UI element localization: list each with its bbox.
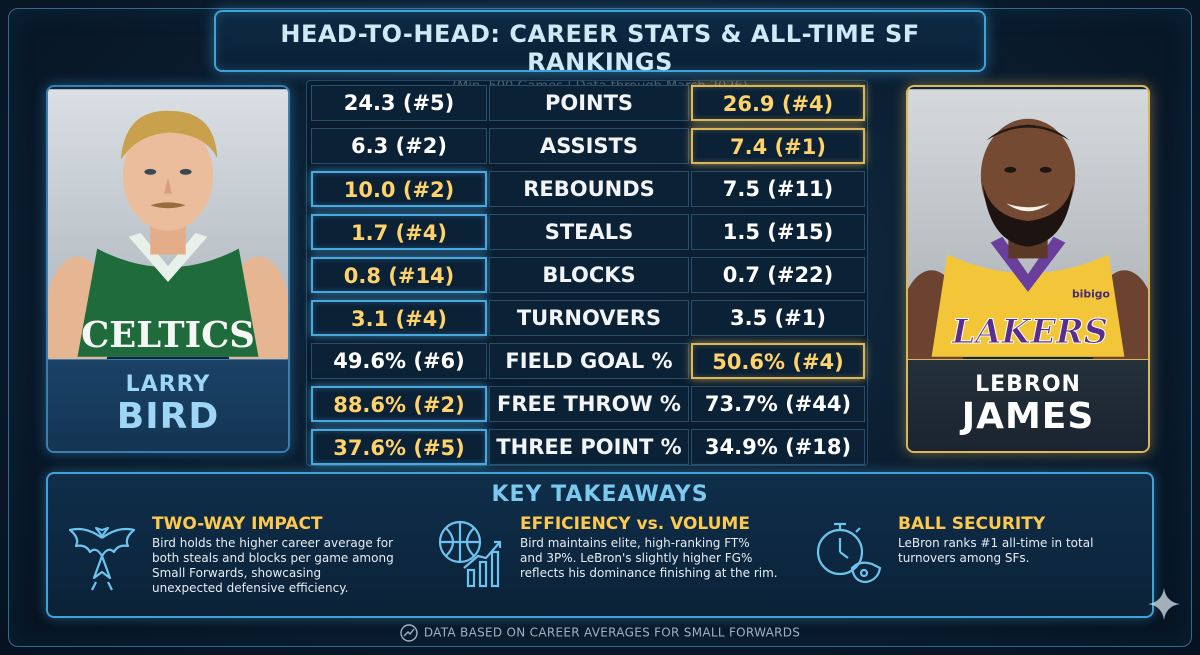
stat-bird-value: 10.0 (#2) — [311, 171, 487, 207]
player-first-name: LARRY — [125, 372, 211, 397]
takeaway-ball-security: BALL SECURITY LeBron ranks #1 all-time i… — [812, 514, 1142, 614]
takeaways-title: KEY TAKEAWAYS — [491, 482, 709, 507]
takeaway-body: Bird holds the higher career average for… — [152, 536, 394, 596]
stat-row: 88.6% (#2) FREE THROW % 73.7% (#44) — [307, 386, 869, 422]
player-card-lebron: LAKERS bibigo LEBRON JAMES — [906, 85, 1150, 453]
player-last-name: BIRD — [116, 396, 220, 437]
takeaway-line: turnovers among SFs. — [898, 551, 1030, 565]
stat-bird-value: 1.7 (#4) — [311, 214, 487, 250]
sparkle-icon — [1148, 588, 1180, 620]
footer-text: DATA BASED ON CAREER AVERAGES FOR SMALL … — [423, 625, 801, 640]
takeaway-body: LeBron ranks #1 all-time in total turnov… — [898, 536, 1093, 566]
takeaway-line: Bird maintains elite, high-ranking FT% — [520, 536, 750, 550]
stat-bird-value: 3.1 (#4) — [311, 300, 487, 336]
stat-row: 6.3 (#2) ASSISTS 7.4 (#1) — [307, 128, 869, 164]
stat-row: 24.3 (#5) POINTS 26.9 (#4) — [307, 85, 869, 121]
takeaway-body: Bird maintains elite, high-ranking FT% a… — [520, 536, 778, 581]
takeaway-line: unexpected defensive efficiency. — [152, 581, 349, 595]
stat-label: ASSISTS — [489, 128, 689, 164]
stat-label: THREE POINT % — [489, 429, 689, 465]
stat-row: 37.6% (#5) THREE POINT % 34.9% (#18) — [307, 429, 869, 465]
takeaway-heading: BALL SECURITY — [898, 514, 1046, 534]
stat-row: 10.0 (#2) REBOUNDS 7.5 (#11) — [307, 171, 869, 207]
takeaway-line: reflects his dominance finishing at the … — [520, 566, 778, 580]
header: HEAD-TO-HEAD: CAREER STATS & ALL-TIME SF… — [214, 10, 986, 94]
player-photo-lebron: LAKERS bibigo — [908, 89, 1148, 359]
stat-lebron-value: 0.7 (#22) — [691, 257, 865, 293]
name-plate-bird: LARRY BIRD — [48, 359, 288, 451]
takeaway-text: TWO-WAY IMPACT Bird holds the higher car… — [152, 514, 394, 596]
stats-table: 24.3 (#5) POINTS 26.9 (#4) 6.3 (#2) ASSISTS 7… — [306, 80, 868, 466]
takeaway-text: BALL SECURITY LeBron ranks #1 all-time i… — [898, 514, 1093, 566]
takeaway-line: both steals and blocks per game among — [152, 551, 394, 565]
stat-row: 1.7 (#4) STEALS 1.5 (#15) — [307, 214, 869, 250]
player-first-name: LEBRON — [975, 372, 1081, 397]
stat-label: FREE THROW % — [489, 386, 689, 422]
jersey-text-celtics: CELTICS — [81, 315, 255, 356]
outer-frame — [8, 8, 1192, 647]
takeaway-heading: EFFICIENCY vs. VOLUME — [520, 514, 750, 534]
stat-bird-value: 24.3 (#5) — [311, 85, 487, 121]
stat-lebron-value: 26.9 (#4) — [691, 85, 865, 121]
trend-chart-icon — [400, 624, 418, 642]
stat-lebron-value: 73.7% (#44) — [691, 386, 865, 422]
basketball-chart-icon — [438, 520, 502, 588]
stat-label: POINTS — [489, 85, 689, 121]
takeaway-two-way-impact: TWO-WAY IMPACT Bird holds the higher car… — [66, 514, 426, 614]
takeaway-text: EFFICIENCY vs. VOLUME Bird maintains eli… — [520, 514, 778, 581]
stat-label: STEALS — [489, 214, 689, 250]
stat-row: 0.8 (#14) BLOCKS 0.7 (#22) — [307, 257, 869, 293]
takeaway-heading: TWO-WAY IMPACT — [152, 514, 323, 534]
takeaway-line: and 3P%. LeBron's slightly higher FG% — [520, 551, 753, 565]
stat-bird-value: 88.6% (#2) — [311, 386, 487, 422]
stat-lebron-value: 3.5 (#1) — [691, 300, 865, 336]
stat-lebron-value: 7.4 (#1) — [691, 128, 865, 164]
stat-row: 49.6% (#6) FIELD GOAL % 50.6% (#4) — [307, 343, 869, 379]
name-plate-lebron: LEBRON JAMES — [908, 359, 1148, 451]
jersey-text-lakers: LAKERS — [951, 312, 1108, 351]
takeaway-efficiency-vs-volume: EFFICIENCY vs. VOLUME Bird maintains eli… — [434, 514, 814, 614]
stat-row: 3.1 (#4) TURNOVERS 3.5 (#1) — [307, 300, 869, 336]
stat-label: REBOUNDS — [489, 171, 689, 207]
jersey-sponsor: bibigo — [1072, 288, 1110, 301]
eagle-icon — [68, 526, 136, 591]
takeaway-line: LeBron ranks #1 all-time in total — [898, 536, 1094, 550]
key-takeaways: KEY TAKEAWAYS TWO-WAY IMPACT Bird holds … — [46, 472, 1154, 618]
player-last-name: JAMES — [961, 396, 1095, 437]
takeaway-line: Small Forwards, showcasing — [152, 566, 322, 580]
takeaway-line: Bird holds the higher career average for — [152, 536, 394, 550]
footer: DATA BASED ON CAREER AVERAGES FOR SMALL … — [0, 624, 1200, 642]
page-title: HEAD-TO-HEAD: CAREER STATS & ALL-TIME SF… — [280, 20, 920, 76]
stat-label: TURNOVERS — [489, 300, 689, 336]
player-photo-bird: CELTICS — [48, 89, 288, 359]
stat-bird-value: 6.3 (#2) — [311, 128, 487, 164]
stopwatch-whistle-icon — [816, 522, 882, 584]
stat-lebron-value: 7.5 (#11) — [691, 171, 865, 207]
stat-label: FIELD GOAL % — [489, 343, 689, 379]
stat-lebron-value: 50.6% (#4) — [691, 343, 865, 379]
stat-lebron-value: 34.9% (#18) — [691, 429, 865, 465]
stat-bird-value: 0.8 (#14) — [311, 257, 487, 293]
player-card-bird: CELTICS LARRY BIRD — [46, 85, 290, 453]
stat-bird-value: 49.6% (#6) — [311, 343, 487, 379]
stat-bird-value: 37.6% (#5) — [311, 429, 487, 465]
stat-label: BLOCKS — [489, 257, 689, 293]
stat-lebron-value: 1.5 (#15) — [691, 214, 865, 250]
